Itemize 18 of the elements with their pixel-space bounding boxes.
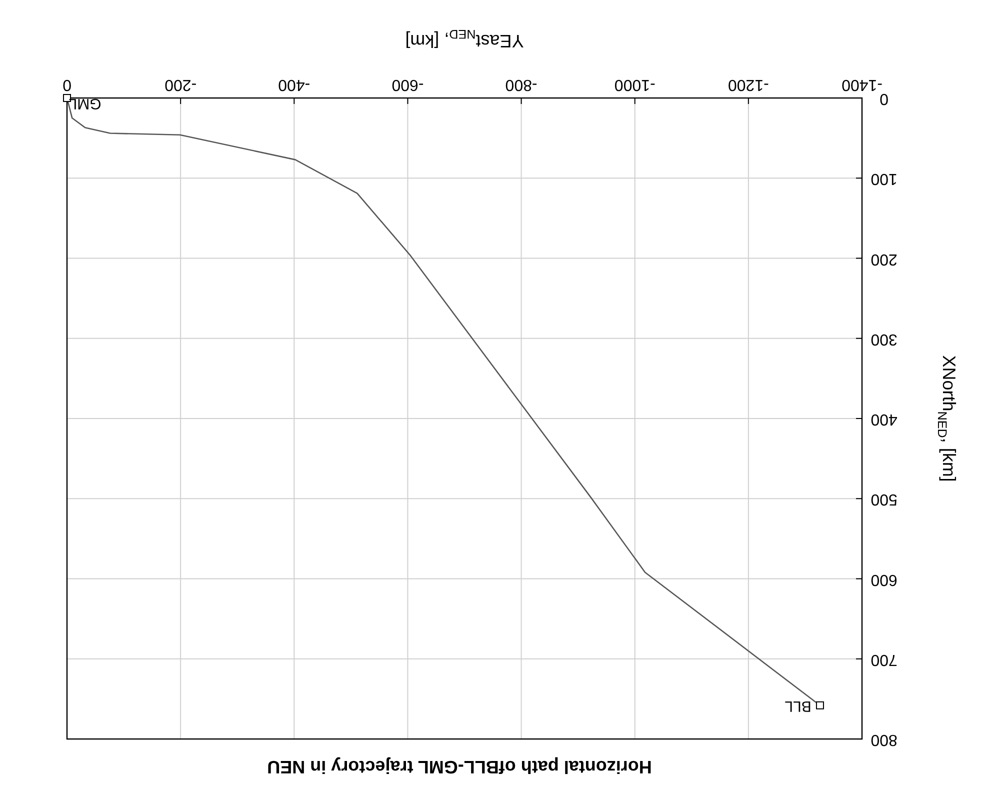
x-tick-label: -800 xyxy=(505,76,538,93)
text: Horizontal path ofBLL-GML trajectory in NEU xyxy=(267,757,652,778)
x-tick-label: 0 xyxy=(62,76,72,93)
y-tick-label: 800 xyxy=(870,730,898,748)
x-tick-label: -400 xyxy=(278,76,310,93)
y-tick-label: 100 xyxy=(870,170,898,187)
x-tick-label: -1000 xyxy=(614,76,656,93)
y-tick-label: 600 xyxy=(870,570,898,588)
x-tick-label: -200 xyxy=(164,76,197,93)
y-tick-label: 700 xyxy=(870,650,898,668)
y-tick-label: 400 xyxy=(870,410,898,428)
annotation: GML xyxy=(68,95,102,112)
x-tick-label: -600 xyxy=(392,76,424,93)
y-tick-label: 500 xyxy=(870,490,898,508)
y-tick-label: 200 xyxy=(870,250,898,268)
annotation: BLL xyxy=(784,697,812,714)
x-tick-label: -1200 xyxy=(728,76,769,93)
y-tick-label: 300 xyxy=(870,330,898,348)
